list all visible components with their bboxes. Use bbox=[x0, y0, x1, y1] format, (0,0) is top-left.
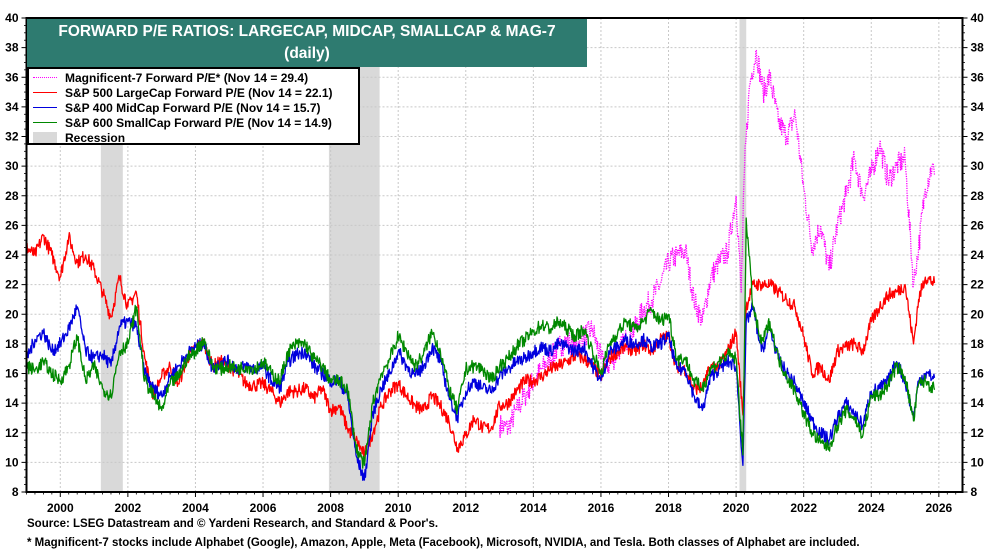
y-tick-label-left: 14 bbox=[5, 396, 19, 410]
gridlines bbox=[26, 18, 963, 492]
legend: Magnificent-7 Forward P/E* (Nov 14 = 29.… bbox=[27, 67, 360, 145]
y-tick-label-right: 26 bbox=[971, 218, 985, 232]
y-tick-label-left: 32 bbox=[5, 130, 19, 144]
y-tick-label-right: 28 bbox=[971, 189, 985, 203]
y-tick-label-right: 18 bbox=[971, 337, 985, 351]
x-tick-label: 2022 bbox=[790, 501, 817, 515]
legend-label-recession: Recession bbox=[65, 130, 126, 145]
y-tick-label-right: 34 bbox=[971, 100, 985, 114]
y-tick-label-right: 40 bbox=[971, 11, 985, 25]
legend-swatch-mag7 bbox=[33, 77, 57, 78]
series-line-mag7 bbox=[498, 49, 936, 439]
legend-item-sp400: S&P 400 MidCap Forward P/E (Nov 14 = 15.… bbox=[33, 100, 358, 115]
x-tick-label: 2014 bbox=[520, 501, 547, 515]
x-tick-label: 2008 bbox=[317, 501, 344, 515]
legend-swatch-recession bbox=[33, 132, 57, 143]
legend-label-sp400: S&P 400 MidCap Forward P/E (Nov 14 = 15.… bbox=[65, 100, 321, 115]
y-tick-label-left: 20 bbox=[5, 307, 19, 321]
y-tick-label-right: 10 bbox=[971, 455, 985, 469]
series-line-sp600 bbox=[25, 217, 936, 469]
y-tick-label-left: 8 bbox=[12, 485, 19, 499]
y-tick-label-left: 28 bbox=[5, 189, 19, 203]
x-tick-label: 2000 bbox=[47, 501, 74, 515]
source-note: Source: LSEG Datastream and © Yardeni Re… bbox=[27, 518, 439, 530]
legend-label-sp500: S&P 500 LargeCap Forward P/E (Nov 14 = 2… bbox=[65, 85, 333, 100]
y-tick-label-right: 38 bbox=[971, 41, 985, 55]
y-tick-label-right: 16 bbox=[971, 367, 985, 381]
legend-item-sp500: S&P 500 LargeCap Forward P/E (Nov 14 = 2… bbox=[33, 85, 358, 100]
footnote: * Magnificent-7 stocks include Alphabet … bbox=[27, 537, 860, 549]
y-tick-label-right: 20 bbox=[971, 307, 985, 321]
x-tick-label: 2026 bbox=[925, 501, 952, 515]
y-tick-label-left: 24 bbox=[5, 248, 19, 262]
y-tick-label-left: 38 bbox=[5, 41, 19, 55]
y-tick-label-left: 34 bbox=[5, 100, 19, 114]
y-tick-label-right: 22 bbox=[971, 278, 985, 292]
y-tick-label-right: 24 bbox=[971, 248, 985, 262]
y-tick-label-right: 8 bbox=[971, 485, 978, 499]
y-tick-label-right: 14 bbox=[971, 396, 985, 410]
series-line-sp500 bbox=[25, 232, 936, 459]
legend-swatch-sp400 bbox=[33, 107, 57, 108]
chart-title: FORWARD P/E RATIOS: LARGECAP, MIDCAP, SM… bbox=[58, 23, 556, 40]
legend-item-recession: Recession bbox=[33, 130, 358, 145]
y-tick-label-left: 22 bbox=[5, 278, 19, 292]
legend-item-mag7: Magnificent-7 Forward P/E* (Nov 14 = 29.… bbox=[33, 70, 358, 85]
chart-subtitle: (daily) bbox=[284, 45, 330, 62]
x-tick-label: 2004 bbox=[182, 501, 209, 515]
x-tick-label: 2018 bbox=[655, 501, 682, 515]
y-tick-label-left: 40 bbox=[5, 11, 19, 25]
y-tick-label-left: 18 bbox=[5, 337, 19, 351]
y-tick-label-left: 12 bbox=[5, 426, 19, 440]
x-tick-label: 2006 bbox=[250, 501, 277, 515]
y-tick-label-right: 32 bbox=[971, 130, 985, 144]
y-tick-label-left: 16 bbox=[5, 367, 19, 381]
series-lines bbox=[25, 49, 936, 481]
legend-label-mag7: Magnificent-7 Forward P/E* (Nov 14 = 29.… bbox=[65, 70, 309, 85]
series-line-sp400 bbox=[25, 302, 936, 481]
y-tick-label-left: 30 bbox=[5, 159, 19, 173]
y-tick-label-right: 36 bbox=[971, 70, 985, 84]
chart-title-banner: FORWARD P/E RATIOS: LARGECAP, MIDCAP, SM… bbox=[27, 19, 587, 67]
x-tick-label: 2012 bbox=[452, 501, 479, 515]
y-tick-label-left: 26 bbox=[5, 218, 19, 232]
y-tick-label-left: 36 bbox=[5, 70, 19, 84]
legend-swatch-sp500 bbox=[33, 92, 57, 93]
x-tick-label: 2010 bbox=[385, 501, 412, 515]
x-tick-label: 2020 bbox=[723, 501, 750, 515]
x-tick-label: 2016 bbox=[588, 501, 615, 515]
legend-swatch-sp600 bbox=[33, 122, 57, 123]
x-tick-label: 2002 bbox=[115, 501, 142, 515]
y-tick-label-right: 12 bbox=[971, 426, 985, 440]
legend-item-sp600: S&P 600 SmallCap Forward P/E (Nov 14 = 1… bbox=[33, 115, 358, 130]
x-tick-label: 2024 bbox=[858, 501, 885, 515]
legend-label-sp600: S&P 600 SmallCap Forward P/E (Nov 14 = 1… bbox=[65, 115, 332, 130]
y-tick-label-right: 30 bbox=[971, 159, 985, 173]
y-tick-label-left: 10 bbox=[5, 455, 19, 469]
